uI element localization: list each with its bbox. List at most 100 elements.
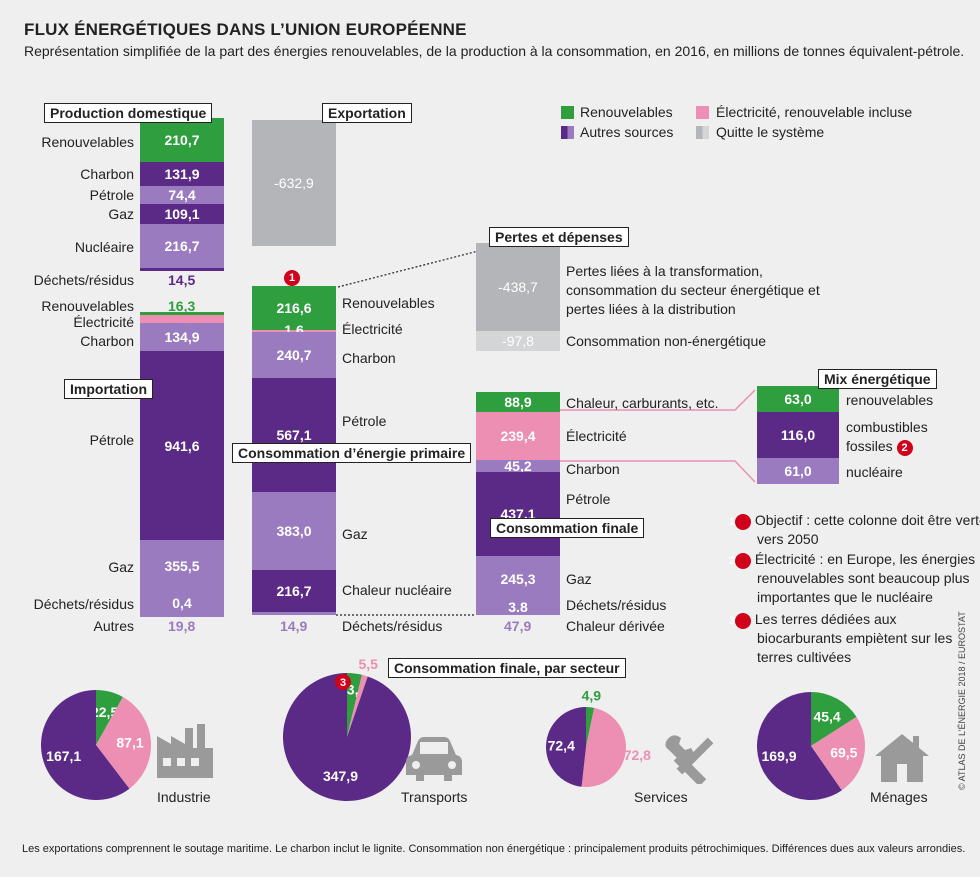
imp-gaz-label: Gaz <box>108 559 134 575</box>
fin-chaleur-bar: 88,9 <box>476 392 560 412</box>
prod-gaz-label: Gaz <box>108 206 134 222</box>
mix-nucleaire-label: nucléaire <box>846 464 903 480</box>
fin-petrole-label: Pétrole <box>566 491 611 507</box>
finale-label: Consommation finale <box>490 518 645 538</box>
legend-quitte: Quitte le système <box>716 124 825 140</box>
fin-charbon-label: Charbon <box>566 461 620 477</box>
prod-charbon-label: Charbon <box>80 166 134 182</box>
prod-dechets-label: Déchets/résidus <box>33 272 134 288</box>
fin-electricite-label: Électricité <box>566 428 627 444</box>
fin-petrole-bar: 437,1 <box>476 472 560 556</box>
production-label: Production domestique <box>44 103 213 123</box>
pie-slice-2-1 <box>581 707 626 787</box>
pie-slice-1-0 <box>347 673 362 737</box>
imp-autres-label: Autres <box>93 618 134 634</box>
prim-gaz-bar: 383,0 <box>252 492 336 570</box>
prim-nucleaire-bar: 216,7 <box>252 570 336 612</box>
footer-note: Les exportations comprennent le soutage … <box>22 843 966 855</box>
prim-renouvelables-bar: 216,6 <box>252 286 336 330</box>
export-bar: -632,9 <box>252 120 336 246</box>
pertes-label: Pertes et dépenses <box>489 227 629 247</box>
mix-label: Mix énergétique <box>818 369 937 389</box>
credit: © ATLAS DE L’ÉNERGIE 2018 / EUROSTAT <box>957 611 967 790</box>
prod-dechets-bar <box>140 268 224 271</box>
sector-services-label: Services <box>634 789 688 805</box>
imp-autres-value: 19,8 <box>168 618 196 634</box>
fin-chaleur-label: Chaleur, carburants, etc. <box>566 395 719 411</box>
chart-title: FLUX ÉNERGÉTIQUES DANS L’UNION EUROPÉENN… <box>24 20 467 39</box>
note-1-marker: 1 <box>729 514 751 530</box>
sector-industrie-label: Industrie <box>157 789 211 805</box>
pie-slice-3-2 <box>757 692 842 800</box>
prim-petrole-label: Pétrole <box>342 413 387 429</box>
imp-dechets-label: Déchets/résidus <box>33 596 134 612</box>
prim-charbon-label: Charbon <box>342 350 396 366</box>
pie-label-2-2: 72,4 <box>548 738 575 754</box>
pie-label-0-0: 22,5 <box>91 704 118 720</box>
note-3-marker: 3 <box>729 613 751 629</box>
mix-renouvelables-label: renouvelables <box>846 392 934 408</box>
car-icon <box>406 737 462 781</box>
imp-renouvelables-bar <box>140 312 224 315</box>
pertes-transformation-bar: -438,7 <box>476 243 560 331</box>
imp-electricite-label: Électricité <box>73 314 134 330</box>
pie-label-1-1: 5,5 <box>359 656 379 672</box>
tools-icon <box>665 735 714 784</box>
fin-dechets-label: Déchets/résidus <box>566 597 667 613</box>
legend-electricite: Électricité, renouvelable incluse <box>716 104 913 120</box>
pie-slice-1-1 <box>347 674 368 737</box>
imp-renouvelables-label: Renouvelables <box>41 298 134 314</box>
pie-label-2-1: 72,8 <box>624 747 651 763</box>
imp-petrole-bar: 941,6 <box>140 351 224 540</box>
mix-fossiles-text: combustibles fossiles <box>846 419 928 454</box>
note-1: 1 Objectif : cette colonne doit être ver… <box>729 511 980 549</box>
pie-slice-0-2 <box>41 690 130 801</box>
prod-nucleaire-bar: 216,7 <box>140 224 224 268</box>
prim-dechets-bar <box>252 612 336 615</box>
prod-charbon-bar: 131,9 <box>140 162 224 186</box>
fin-gaz-label: Gaz <box>566 571 592 587</box>
pie-slice-3-0 <box>811 692 857 746</box>
note-2: 2 Électricité : en Europe, les énergies … <box>729 550 980 607</box>
fin-dechets-bar: 3,8 <box>476 599 560 615</box>
mix-fossiles-bar: 116,0 <box>757 412 839 458</box>
imp-electricite-bar <box>140 315 224 323</box>
prim-charbon-bar: 240,7 <box>252 332 336 378</box>
note-3: 3 Les terres dédiées aux biocarburants e… <box>729 610 967 667</box>
prod-renouvelables-bar: 210,7 <box>140 118 224 162</box>
prod-petrole-label: Pétrole <box>89 187 134 203</box>
pie-label-1-2: 347,9 <box>323 768 358 784</box>
prim-electricite-label: Électricité <box>342 321 403 337</box>
prim-dechets-label: Déchets/résidus <box>342 618 443 634</box>
importation-label: Importation <box>64 379 153 399</box>
pie-label-0-2: 167,1 <box>46 748 81 764</box>
secteur-label: Consommation finale, par secteur <box>388 658 626 678</box>
note-3-text: Les terres dédiées aux biocarburants emp… <box>754 611 953 665</box>
legend-swatch-quitte <box>696 126 709 139</box>
pie-label-2-0: 4,9 <box>582 687 602 703</box>
mix-fossiles-label: combustibles fossiles 2 <box>846 418 946 456</box>
chart-subtitle: Représentation simplifiée de la part des… <box>24 43 965 59</box>
primaire-label: Consommation d’énergie primaire <box>232 443 472 463</box>
imp-charbon-label: Charbon <box>80 333 134 349</box>
fin-chaleurderivee-value: 47,9 <box>504 618 532 634</box>
mix-nucleaire-bar: 61,0 <box>757 458 839 484</box>
prim-dechets-value: 14,9 <box>280 618 308 634</box>
legend-autres: Autres sources <box>580 124 674 140</box>
prod-renouvelables-label: Renouvelables <box>41 134 134 150</box>
pie-slice-1-2 <box>282 673 411 801</box>
pie-label-1-0: 13,8 <box>339 681 366 697</box>
imp-petrole-label: Pétrole <box>89 432 134 448</box>
pertes-nonenergetique-bar: -97,8 <box>476 331 560 351</box>
prim-electricite-bar <box>252 330 336 332</box>
note-2-marker: 2 <box>729 553 751 569</box>
marker-1: 1 <box>284 270 300 286</box>
pie-slice-2-0 <box>586 707 595 747</box>
legend-swatch-renouvelables <box>561 106 574 119</box>
prod-dechets-value: 14,5 <box>168 272 196 288</box>
exportation-label: Exportation <box>322 103 412 123</box>
pie-slice-0-1 <box>96 697 151 789</box>
fin-gaz-bar: 245,3 <box>476 556 560 602</box>
pie-label-3-1: 69,5 <box>830 745 857 761</box>
pie-slice-3-1 <box>811 716 866 791</box>
